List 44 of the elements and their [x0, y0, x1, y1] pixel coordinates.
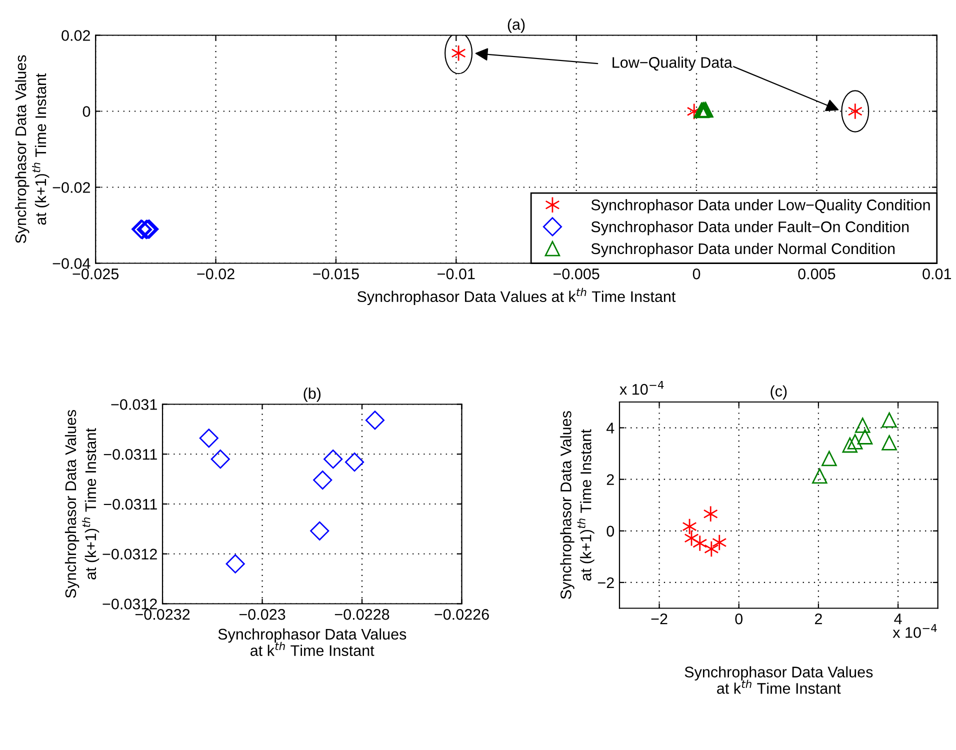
- y-tick-label: 4: [606, 422, 614, 434]
- y-tick-label: −0.04: [52, 258, 90, 269]
- x-tick-label: −2: [651, 614, 668, 624]
- x-tick-label: −0.0228: [334, 609, 390, 620]
- y-tick-label: −0.0311: [104, 448, 157, 460]
- y-axis-title: Synchrophasor Data Values at (k+1)$^{th}$ Time Instant: [14, 55, 50, 244]
- legend-label: Synchrophasor Data under Fault−On Condition: [591, 221, 909, 236]
- legend-label: Synchrophasor Data under Low−Quality Condition: [591, 199, 930, 214]
- x-tick-label: 2: [814, 614, 822, 624]
- text: x 10$^{−4}$: [620, 380, 664, 395]
- x-tick-label: −0.02: [197, 268, 234, 280]
- x-tick-label: −0.0232: [135, 609, 190, 620]
- annotation: Low−Quality Data: [612, 56, 732, 71]
- y-tick-label: −0.0312: [102, 598, 157, 610]
- y-tick-label: −0.031: [111, 399, 157, 410]
- y-tick-label: 0: [82, 106, 90, 117]
- x-tick-label: 0.01: [922, 268, 952, 280]
- chart-title: (c): [770, 385, 787, 400]
- x-tick-label: 0: [692, 268, 700, 280]
- x-tick-label: −0.015: [313, 268, 359, 280]
- y-tick-label: −0.0311: [104, 498, 157, 510]
- x-tick-label: −0.0226: [434, 609, 489, 620]
- y-tick-label: 2: [606, 474, 614, 485]
- y-axis-title: Synchrophasor Data Values at (k+1)$^{th}$ Time Instant: [64, 410, 100, 598]
- x-tick-label: 4: [894, 614, 902, 624]
- x-axis-title: Synchrophasor Data Values at k$^{th}$ Time Instant: [357, 288, 676, 306]
- y-tick-label: −2: [598, 577, 614, 588]
- x-tick-label: 0.005: [798, 268, 836, 280]
- y-tick-label: 0: [606, 526, 614, 537]
- x-axis-title: Synchrophasor Data Values at k$^{th}$ Time Instant: [684, 666, 873, 694]
- chart-title: (a): [508, 18, 525, 33]
- x-tick-label: 0: [735, 614, 743, 624]
- x-axis-title: Synchrophasor Data Values at k$^{th}$ Time Instant: [218, 628, 406, 656]
- y-tick-label: 0.02: [62, 30, 90, 41]
- y-tick-label: −0.02: [52, 182, 90, 193]
- chart-title: (b): [304, 388, 321, 402]
- y-axis-title: Synchrophasor Data Values at (k+1)$^{th}$ Time Instant: [560, 411, 594, 599]
- y-tick-label: −0.0312: [102, 548, 157, 560]
- text: x 10$^{−4}$: [892, 624, 937, 638]
- x-tick-label: −0.025: [72, 268, 119, 280]
- x-tick-label: −0.005: [554, 268, 600, 280]
- legend-label: Synchrophasor Data under Normal Condition: [591, 242, 895, 258]
- x-tick-label: −0.023: [239, 609, 286, 620]
- x-tick-label: −0.01: [438, 268, 475, 280]
